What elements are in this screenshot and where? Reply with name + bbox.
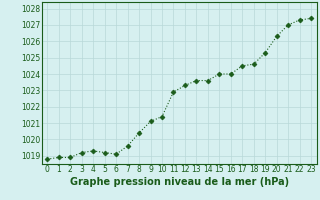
X-axis label: Graphe pression niveau de la mer (hPa): Graphe pression niveau de la mer (hPa) bbox=[70, 177, 289, 187]
